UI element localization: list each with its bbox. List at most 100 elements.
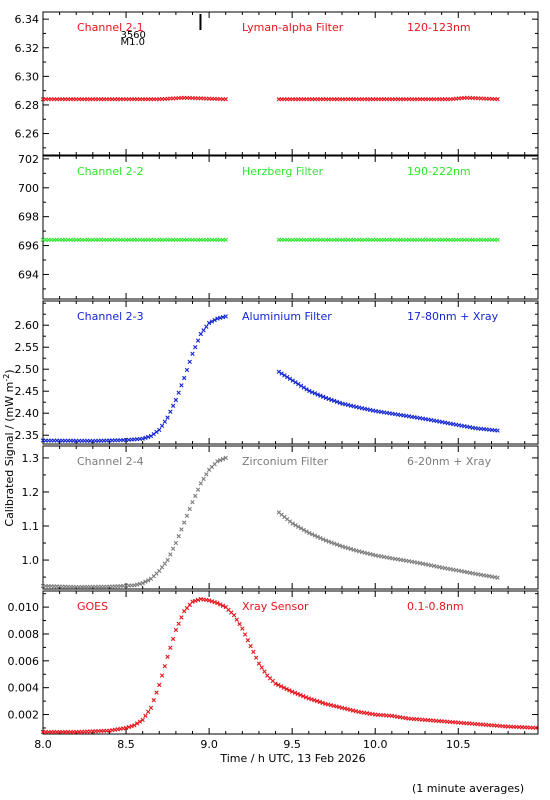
data-point xyxy=(334,542,340,547)
data-point xyxy=(173,397,179,403)
y-tick-label: 698 xyxy=(18,211,39,224)
data-point xyxy=(220,456,226,462)
panel-frame xyxy=(42,155,539,300)
y-axis-label-superscript: -2 xyxy=(2,374,11,382)
band-label: 17-80nm + Xray xyxy=(407,310,499,323)
data-point xyxy=(223,314,228,319)
data-point xyxy=(157,568,162,574)
data-point xyxy=(278,684,284,689)
y-axis-label: Calibrated Signal / (mW m-2) xyxy=(2,369,16,526)
data-point xyxy=(159,565,165,570)
data-point xyxy=(337,543,342,548)
data-point xyxy=(134,721,140,726)
data-point xyxy=(140,436,145,441)
channel-label: Channel 2-1 xyxy=(77,21,144,34)
y-tick-label: 2.40 xyxy=(15,407,40,420)
data-point xyxy=(262,669,267,674)
data-point xyxy=(143,435,148,441)
data-point xyxy=(312,698,317,703)
data-point xyxy=(309,532,315,537)
y-axis-label-close: ) xyxy=(3,369,16,373)
data-point xyxy=(326,396,331,402)
data-point xyxy=(129,723,134,729)
channel-label: Channel 2-3 xyxy=(77,310,144,323)
x-axis-label: Time / h UTC, 13 Feb 2026 xyxy=(219,752,365,765)
data-point xyxy=(137,719,143,724)
data-point xyxy=(307,388,312,394)
data-point xyxy=(170,403,176,409)
data-point xyxy=(231,612,237,618)
data-point xyxy=(298,526,304,531)
data-point xyxy=(168,552,173,557)
x-tick-label: 10.0 xyxy=(363,738,388,751)
y-tick-label: 6.28 xyxy=(15,99,40,112)
data-point xyxy=(132,723,137,728)
filter-label: Aluminium Filter xyxy=(242,310,332,323)
data-point xyxy=(209,599,215,604)
panel-frame xyxy=(42,590,539,735)
data-point xyxy=(309,389,315,395)
data-point xyxy=(201,328,206,333)
data-point xyxy=(184,513,190,518)
data-point xyxy=(123,725,129,731)
data-point xyxy=(212,600,217,605)
data-point xyxy=(195,338,201,343)
data-point xyxy=(187,506,192,512)
channel-label: Channel 2-2 xyxy=(77,165,144,178)
band-label: 0.1-0.8nm xyxy=(407,600,464,613)
data-point xyxy=(287,688,292,693)
data-point xyxy=(332,541,337,546)
data-point xyxy=(320,394,326,400)
data-point xyxy=(237,621,242,627)
data-series xyxy=(40,314,500,444)
data-point xyxy=(143,579,148,584)
data-point xyxy=(146,578,151,583)
data-point xyxy=(318,535,323,541)
data-point xyxy=(223,455,228,461)
data-point xyxy=(190,599,195,604)
data-point xyxy=(326,539,331,544)
y-tick-label: 2.55 xyxy=(15,341,40,354)
data-series xyxy=(40,237,500,242)
data-point xyxy=(332,398,337,404)
data-point xyxy=(204,472,209,477)
panel-frame xyxy=(42,445,539,590)
band-label: 6-20nm + Xray xyxy=(407,455,492,468)
data-point xyxy=(182,375,187,381)
band-label: 120-123nm xyxy=(407,21,471,34)
y-tick-label: 1.3 xyxy=(22,452,40,465)
data-point xyxy=(276,682,281,688)
data-point xyxy=(204,324,209,329)
data-point xyxy=(334,399,340,404)
data-point xyxy=(170,546,176,551)
data-point xyxy=(309,697,314,702)
data-point xyxy=(195,597,201,603)
y-tick-label: 6.34 xyxy=(15,13,40,26)
data-point xyxy=(217,602,223,607)
panel-1: 6.26 6.28 6.30 6.32 6.34 Channel 2-1 Lyman-alp… xyxy=(15,11,539,156)
data-point xyxy=(287,376,293,381)
data-point xyxy=(148,705,154,711)
data-point xyxy=(259,665,264,670)
y-tick-label: 0.008 xyxy=(8,628,40,641)
data-point xyxy=(276,369,282,375)
data-point xyxy=(212,317,217,323)
data-point xyxy=(223,237,228,242)
data-point xyxy=(143,713,148,719)
data-point xyxy=(495,428,500,433)
data-point xyxy=(303,695,309,700)
data-point xyxy=(140,717,145,723)
channel-label: Channel 2-4 xyxy=(77,455,144,468)
data-point xyxy=(337,400,342,405)
data-point xyxy=(306,696,311,701)
data-point xyxy=(256,661,262,666)
data-point xyxy=(182,520,187,525)
data-point xyxy=(146,434,151,440)
x-tick-label: 9.0 xyxy=(200,738,218,751)
data-point xyxy=(162,561,168,566)
data-point xyxy=(242,632,248,637)
y-tick-label: 0.010 xyxy=(8,601,40,614)
y-tick-label: 1.2 xyxy=(22,486,40,499)
data-point xyxy=(289,689,295,694)
data-point xyxy=(495,237,500,242)
